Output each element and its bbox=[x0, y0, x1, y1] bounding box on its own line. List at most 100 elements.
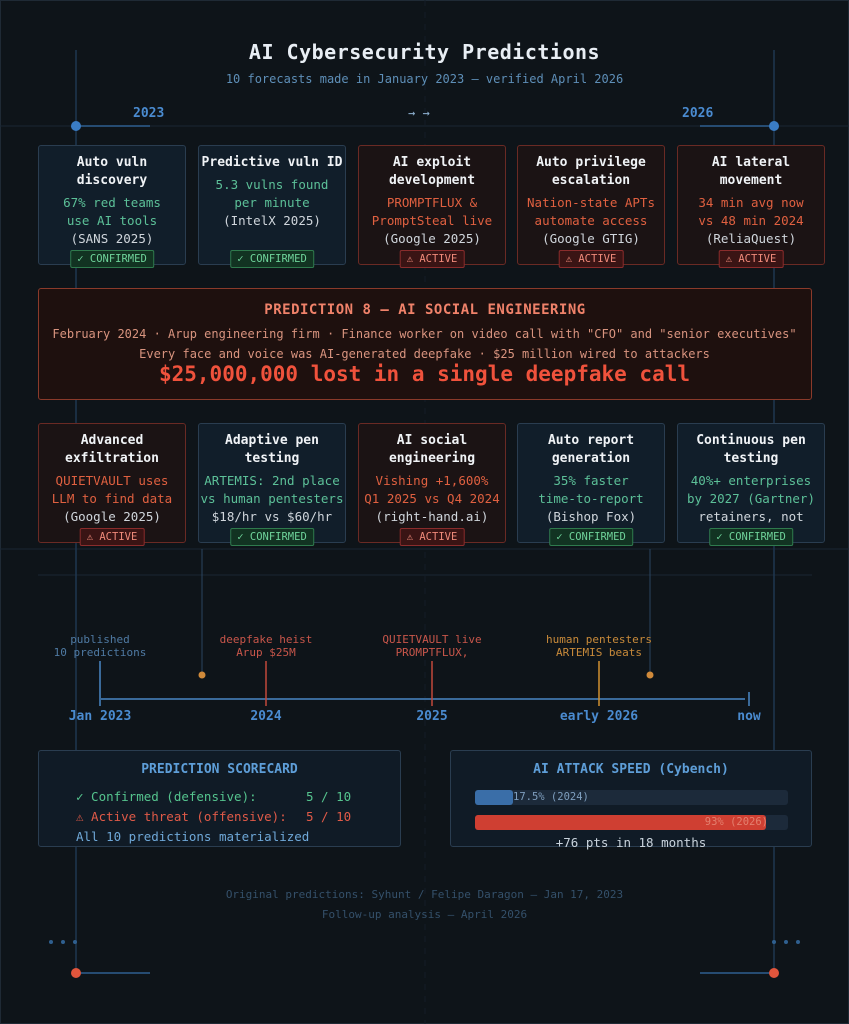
attack-speed-panel: AI ATTACK SPEED (Cybench) 17.5% (2024) 9… bbox=[450, 750, 812, 850]
scorecard-active-value: 5 / 10 bbox=[306, 809, 352, 824]
scorecard-confirmed-value: 5 / 10 bbox=[306, 789, 352, 804]
footer-line1: Original predictions: Syhunt / Felipe Da… bbox=[225, 888, 624, 901]
event-line2: ARTEMIS beats bbox=[555, 646, 643, 659]
card-stat-line2: vs 48 min 2024 bbox=[698, 213, 804, 228]
speed-bar2-track: 93% (2026) bbox=[475, 815, 788, 830]
scorecard-title: PREDICTION SCORECARD bbox=[141, 762, 298, 777]
card-stat-line1: 40%+ enterprises bbox=[690, 473, 812, 488]
timeline-label-now: now bbox=[737, 709, 761, 724]
status-badge: ✓ CONFIRMED bbox=[709, 528, 793, 546]
card-title: Continuous pen testing bbox=[696, 433, 806, 466]
timeline-label-jan-2023: Jan 2023 bbox=[68, 709, 132, 724]
speed-bar2-label: 93% (2026) bbox=[704, 816, 768, 828]
card-source: (right-hand.ai) bbox=[375, 509, 489, 524]
card-title: AI lateral movement bbox=[711, 155, 791, 188]
card-title: Adaptive pen testing bbox=[225, 433, 319, 466]
card-source: (Google 2025) bbox=[383, 231, 481, 246]
prediction-card-3: AI exploit development PROMPTFLUX & Promp… bbox=[358, 145, 506, 268]
card-source: (Google 2025) bbox=[63, 509, 161, 524]
prediction-card-10: Continuous pen testing 40%+ enterprises b… bbox=[677, 423, 825, 546]
card-source: (Google GTIG) bbox=[542, 231, 640, 246]
arrows-glyph: → → bbox=[408, 106, 430, 120]
status-badge: ⚠ ACTIVE bbox=[718, 250, 784, 268]
card-stat-line2: LLM to find data bbox=[51, 491, 173, 506]
prediction-card-7: Adaptive pen testing ARTEMIS: 2nd place v… bbox=[198, 423, 346, 546]
card-stat-line1: Nation-state APTs bbox=[527, 195, 655, 210]
card-source: (IntelX 2025) bbox=[223, 213, 321, 228]
status-badge: ✓ CONFIRMED bbox=[549, 528, 633, 546]
speed-bar1-label: 17.5% (2024) bbox=[513, 791, 589, 803]
event-line1: QUIETVAULT live bbox=[382, 633, 482, 646]
card-source: (Bishop Fox) bbox=[545, 509, 637, 524]
card-stat-line2: automate access bbox=[534, 213, 648, 228]
status-badge: ⚠ ACTIVE bbox=[79, 528, 145, 546]
card-stat-line1: Vishing +1,600% bbox=[375, 473, 489, 488]
prediction-card-8: AI social engineering Vishing +1,600% Q1 … bbox=[358, 423, 506, 546]
card-stat-line2: vs human pentesters bbox=[200, 491, 344, 506]
prediction-card-4: Auto privilege escalation Nation-state A… bbox=[517, 145, 665, 268]
card-stat-line2: time-to-report bbox=[538, 491, 644, 506]
scorecard-summary: All 10 predictions materialized bbox=[76, 829, 310, 844]
status-badge: ⚠ ACTIVE bbox=[399, 528, 465, 546]
card-stat-line1: ARTEMIS: 2nd place bbox=[204, 473, 340, 488]
speed-bar1-track: 17.5% (2024) bbox=[475, 790, 788, 805]
card-title: Auto privilege escalation bbox=[536, 155, 646, 188]
card-title: Advanced exfiltration bbox=[65, 433, 159, 466]
card-stat-line1: 35% faster bbox=[553, 473, 629, 488]
timeline-label-2024: 2024 bbox=[250, 709, 282, 724]
status-badge: ✓ CONFIRMED bbox=[230, 250, 314, 268]
card-stat-line2: by 2027 (Gartner) bbox=[687, 491, 815, 506]
event-line1: human pentesters bbox=[546, 633, 652, 646]
card-stat-line2: use AI tools bbox=[66, 213, 158, 228]
timeline-event-2: deepfake heist Arup $25M bbox=[206, 633, 326, 659]
status-badge: ⚠ ACTIVE bbox=[558, 250, 624, 268]
card-stat-line1: 67% red teams bbox=[63, 195, 161, 210]
status-badge: ⚠ ACTIVE bbox=[399, 250, 465, 268]
page-subtitle: 10 forecasts made in January 2023 — veri… bbox=[225, 72, 624, 86]
card-stat-line1: QUIETVAULT uses bbox=[55, 473, 169, 488]
highlight-title: PREDICTION 8 — AI SOCIAL ENGINEERING bbox=[264, 302, 586, 318]
speed-bar2-fill bbox=[475, 815, 767, 830]
timeline-label-2025: 2025 bbox=[416, 709, 448, 724]
status-badge: ✓ CONFIRMED bbox=[70, 250, 154, 268]
card-stat-line1: 5.3 vulns found bbox=[215, 177, 329, 192]
event-line2: PROMPTFLUX, bbox=[395, 646, 469, 659]
page-title: AI Cybersecurity Predictions bbox=[248, 40, 601, 64]
card-stat-line2: PromptSteal live bbox=[371, 213, 493, 228]
card-stat-line2: per minute bbox=[234, 195, 310, 210]
event-line1: published bbox=[70, 633, 130, 646]
timeline-event-4: human pentesters ARTEMIS beats bbox=[539, 633, 659, 659]
card-source: $18/hr vs $60/hr bbox=[211, 509, 333, 524]
highlight-box bbox=[38, 288, 812, 400]
scorecard-confirmed-label: ✓ Confirmed (defensive): bbox=[76, 789, 257, 804]
card-source: (ReliaQuest) bbox=[705, 231, 797, 246]
card-stat-line1: 34 min avg now bbox=[698, 195, 804, 210]
prediction-card-5: AI lateral movement 34 min avg now vs 48 … bbox=[677, 145, 825, 268]
timeline-label-early-2026: early 2026 bbox=[559, 709, 639, 724]
highlight-line1: February 2024 · Arup engineering firm · … bbox=[52, 327, 797, 341]
card-source: (SANS 2025) bbox=[70, 231, 154, 246]
year-end-label: 2026 bbox=[682, 106, 714, 121]
highlight-line2: Every face and voice was AI-generated de… bbox=[139, 347, 710, 361]
attack-speed-note: +76 pts in 18 months bbox=[555, 835, 707, 850]
attack-speed-title: AI ATTACK SPEED (Cybench) bbox=[533, 762, 729, 777]
card-title: Auto vuln discovery bbox=[76, 155, 148, 188]
card-stat-line2: Q1 2025 vs Q4 2024 bbox=[364, 491, 500, 506]
card-title: AI exploit development bbox=[388, 155, 476, 188]
card-title: AI social engineering bbox=[388, 433, 476, 466]
prediction-card-9: Auto report generation 35% faster time-to… bbox=[517, 423, 665, 546]
year-start-label: 2023 bbox=[133, 106, 165, 121]
event-line1: deepfake heist bbox=[219, 633, 313, 646]
prediction-card-2: Predictive vuln ID 5.3 vulns found per mi… bbox=[198, 145, 346, 268]
prediction-card-6: Advanced exfiltration QUIETVAULT uses LLM… bbox=[38, 423, 186, 546]
event-line2: 10 predictions bbox=[53, 646, 147, 659]
timeline-event-1: published 10 predictions bbox=[40, 633, 160, 659]
scorecard-panel: PREDICTION SCORECARD ✓ Confirmed (defens… bbox=[38, 750, 401, 847]
event-line2: Arup $25M bbox=[236, 646, 296, 659]
speed-bar1-fill bbox=[475, 790, 514, 805]
card-title: Predictive vuln ID bbox=[201, 155, 343, 170]
footer-line2: Follow-up analysis — April 2026 bbox=[321, 908, 528, 921]
status-badge: ✓ CONFIRMED bbox=[230, 528, 314, 546]
card-stat-line1: PROMPTFLUX & bbox=[386, 195, 478, 210]
